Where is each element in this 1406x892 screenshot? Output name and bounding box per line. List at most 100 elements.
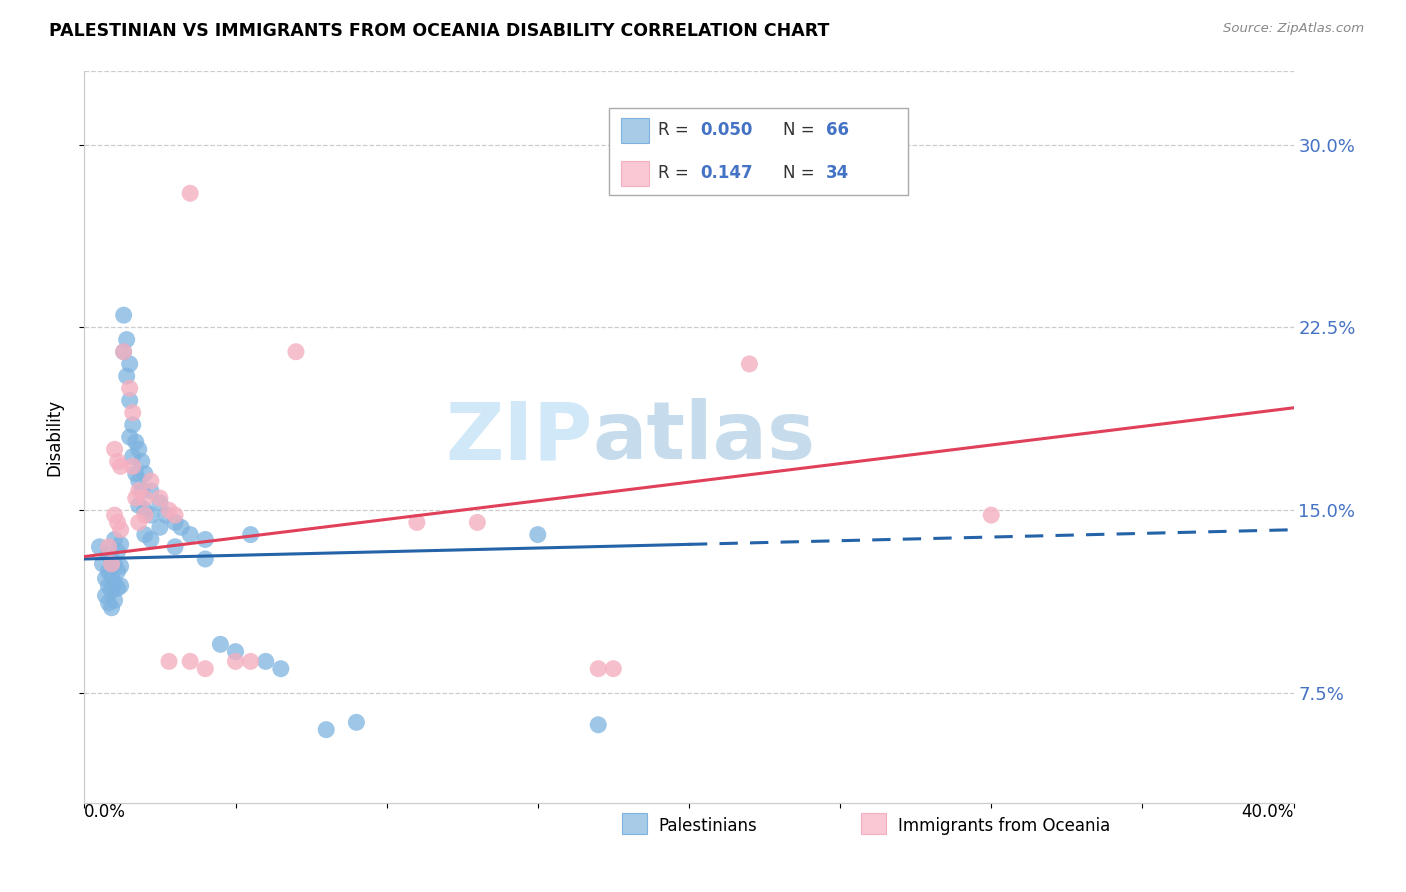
Point (104, 442, 127, 457)
Point (104, 533, 127, 547)
Point (157, 503, 180, 517)
Text: R =: R = (658, 164, 699, 182)
Point (128, 474, 150, 488)
Point (107, 454, 129, 468)
Point (467, 516, 489, 530)
Point (139, 508, 162, 522)
Point (170, 520, 193, 534)
Point (406, 516, 429, 530)
Point (121, 406, 143, 420)
Point (315, 723, 337, 737)
Point (110, 579, 132, 593)
Point (118, 393, 141, 408)
Point (118, 430, 141, 444)
Point (97, 540, 120, 554)
Point (139, 533, 162, 547)
Point (104, 508, 127, 522)
Point (157, 654, 180, 668)
Point (100, 569, 122, 583)
Point (104, 593, 127, 607)
Y-axis label: Disability: Disability (45, 399, 63, 475)
Text: 40.0%: 40.0% (1241, 803, 1294, 821)
Point (346, 715, 368, 730)
Point (125, 467, 148, 481)
Text: ZIP: ZIP (444, 398, 592, 476)
Text: Palestinians: Palestinians (658, 817, 758, 835)
Point (149, 496, 172, 510)
Point (112, 308, 135, 322)
Point (139, 483, 162, 498)
Point (128, 499, 150, 513)
Text: PALESTINIAN VS IMMIGRANTS FROM OCEANIA DISABILITY CORRELATION CHART: PALESTINIAN VS IMMIGRANTS FROM OCEANIA D… (49, 22, 830, 40)
Point (194, 662, 217, 676)
Bar (621, 118, 650, 143)
Point (110, 559, 132, 574)
Point (134, 467, 156, 481)
Text: Immigrants from Oceania: Immigrants from Oceania (898, 817, 1109, 835)
Point (239, 654, 262, 668)
Point (94, 589, 117, 603)
Point (110, 523, 132, 537)
Text: N =: N = (783, 164, 820, 182)
Text: 0.050: 0.050 (700, 121, 754, 139)
Point (100, 600, 122, 615)
Point (527, 527, 550, 541)
Point (194, 552, 217, 566)
Point (128, 442, 150, 457)
Point (100, 583, 122, 598)
Point (602, 662, 624, 676)
Bar (621, 161, 650, 186)
Point (89, 540, 111, 554)
Point (134, 508, 156, 522)
Text: N =: N = (783, 121, 820, 139)
Text: atlas: atlas (592, 398, 815, 476)
Point (588, 662, 610, 676)
Point (112, 344, 135, 359)
Point (110, 459, 132, 474)
Text: R =: R = (658, 121, 695, 139)
Point (131, 483, 153, 498)
Point (107, 564, 129, 578)
Point (179, 654, 201, 668)
Point (134, 527, 156, 541)
Point (149, 520, 172, 534)
Point (285, 344, 308, 359)
Point (115, 333, 138, 347)
Point (97, 564, 120, 578)
Point (225, 654, 247, 668)
Point (97, 547, 120, 561)
Point (239, 527, 262, 541)
Point (165, 508, 187, 522)
Point (104, 576, 127, 591)
Point (155, 508, 177, 522)
Point (980, 508, 1002, 522)
Point (104, 557, 127, 571)
Text: Source: ZipAtlas.com: Source: ZipAtlas.com (1223, 22, 1364, 36)
Point (112, 344, 135, 359)
Point (110, 537, 132, 551)
Point (91, 557, 114, 571)
Point (194, 533, 217, 547)
Point (100, 557, 122, 571)
Point (588, 718, 610, 732)
Point (209, 637, 232, 651)
Point (125, 434, 148, 449)
Point (107, 544, 129, 558)
Text: 0.147: 0.147 (700, 164, 754, 182)
FancyBboxPatch shape (609, 108, 908, 195)
Point (254, 654, 277, 668)
Point (107, 581, 129, 595)
Text: 66: 66 (825, 121, 849, 139)
Point (128, 483, 150, 498)
Point (165, 540, 187, 554)
Point (115, 369, 138, 384)
Point (738, 357, 761, 371)
Point (118, 357, 141, 371)
Point (134, 491, 156, 505)
Text: 0.0%: 0.0% (84, 803, 127, 821)
Point (121, 450, 143, 464)
Point (118, 381, 141, 395)
Point (97, 596, 120, 610)
Text: 34: 34 (825, 164, 849, 182)
Point (125, 491, 148, 505)
